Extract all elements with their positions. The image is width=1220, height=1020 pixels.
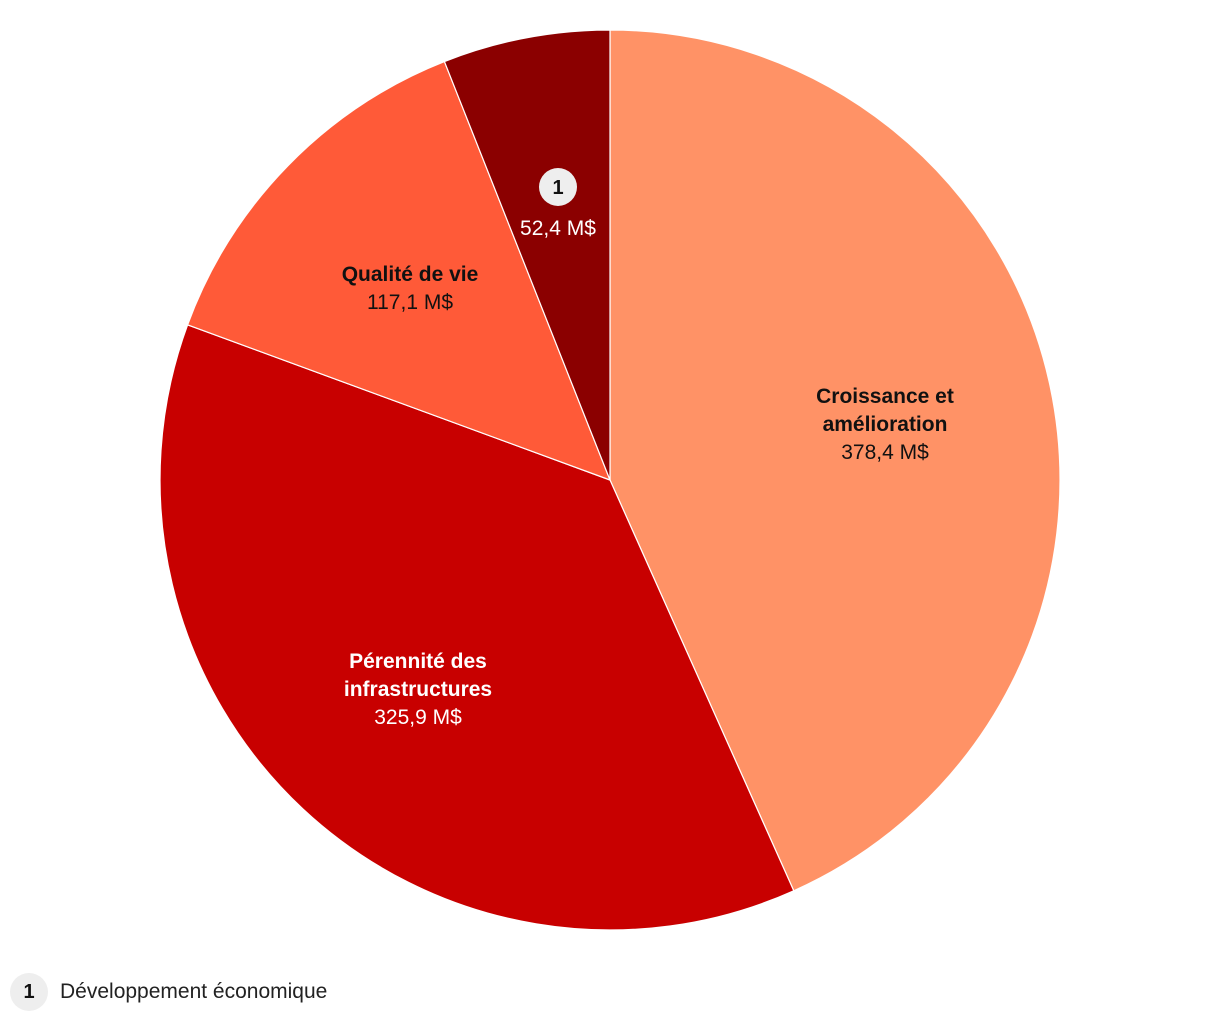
pie-slices — [159, 29, 1061, 931]
footnote-text: Développement économique — [60, 980, 328, 1003]
slice-label-value: 117,1 M$ — [367, 291, 453, 314]
slice-label-value: 325,9 M$ — [374, 706, 462, 729]
pie-labels: Croissance et amélioration 378,4 M$ Pérenni… — [342, 168, 954, 729]
pie-slice-1 — [609, 29, 1061, 892]
footnote: 1 Développement économique — [10, 971, 327, 1013]
slice-label-name: infrastructures — [344, 678, 492, 701]
slice-label-value: 378,4 M$ — [841, 441, 929, 464]
pie-slice-4 — [443, 29, 611, 481]
slice-label-name: amélioration — [823, 413, 948, 436]
pie-slice-3 — [186, 60, 612, 482]
slice-label-value: 52,4 M$ — [520, 217, 596, 240]
slice-label-name: Qualité de vie — [342, 263, 479, 286]
footnote-marker: 1 — [10, 973, 48, 1011]
slice-label-name: Croissance et — [816, 385, 954, 408]
pie-slice-2 — [159, 324, 795, 931]
slice-marker-text: 1 — [552, 177, 563, 199]
slice-label-name: Pérennité des — [349, 650, 487, 673]
slice-marker-badge — [539, 168, 577, 206]
